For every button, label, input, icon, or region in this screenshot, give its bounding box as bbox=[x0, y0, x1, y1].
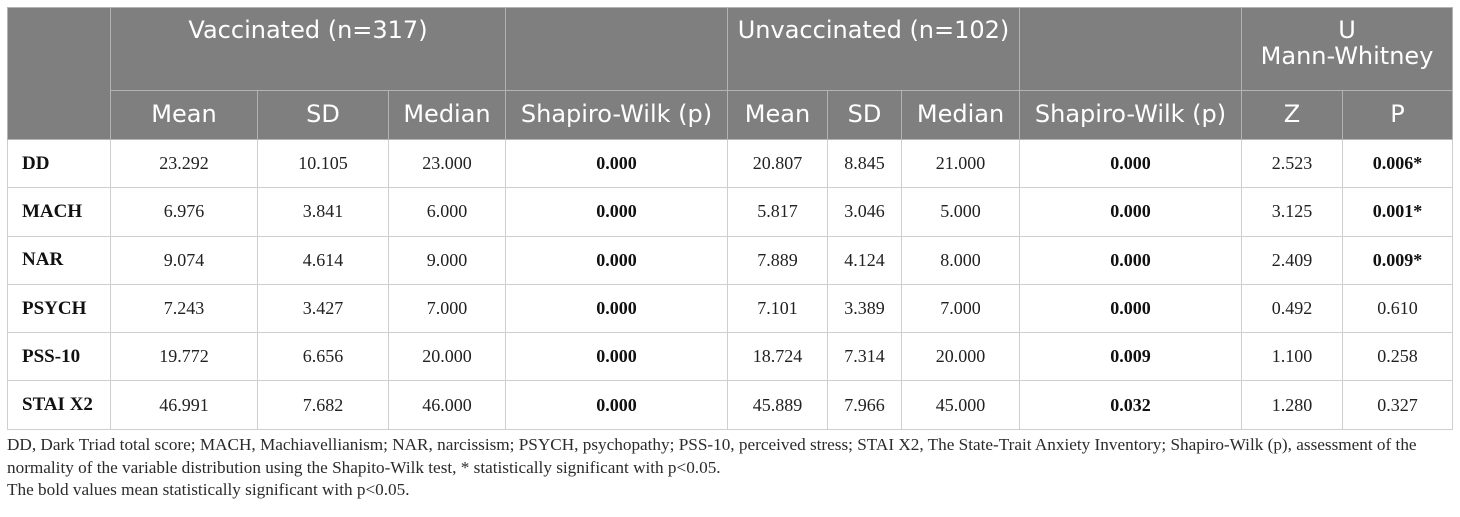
table-cell: 0.610 bbox=[1342, 283, 1454, 334]
table-cell: 8.000 bbox=[900, 235, 1021, 285]
row-label: PSYCH bbox=[7, 283, 111, 334]
group-header-row: Vaccinated (n=317) Unvaccinated (n=102) … bbox=[7, 7, 1454, 140]
table-row: PSYCH 7.243 3.427 7.000 0.000 7.101 3.38… bbox=[7, 283, 1454, 334]
mann-whitney-group-header: U Mann-Whitney bbox=[1241, 7, 1454, 91]
table-cell: 5.000 bbox=[900, 187, 1021, 237]
row-label: DD bbox=[7, 138, 111, 189]
table-cell: 0.492 bbox=[1241, 283, 1344, 334]
table-cell: 7.000 bbox=[388, 283, 506, 334]
col-header-unvax-mean: Mean bbox=[727, 90, 828, 140]
table-cell: 18.724 bbox=[727, 332, 828, 382]
mann-whitney-u-label: U bbox=[1338, 16, 1356, 44]
col-header-vax-median: Median bbox=[388, 90, 506, 140]
table-cell: 7.101 bbox=[727, 283, 828, 334]
table-cell: 0.000 bbox=[505, 380, 728, 430]
table-cell: 4.124 bbox=[827, 235, 902, 285]
table-cell: 0.000 bbox=[505, 235, 728, 285]
table-row: STAI X2 46.991 7.682 46.000 0.000 45.889… bbox=[7, 380, 1454, 430]
table-cell: 7.682 bbox=[257, 380, 389, 430]
row-label: MACH bbox=[7, 187, 111, 237]
table-cell: 7.966 bbox=[827, 380, 902, 430]
table-cell: 7.889 bbox=[727, 235, 828, 285]
table-cell: 0.006* bbox=[1342, 138, 1454, 189]
table-cell: 23.000 bbox=[388, 138, 506, 189]
row-label: PSS-10 bbox=[7, 332, 111, 382]
table-cell: 8.845 bbox=[827, 138, 902, 189]
table-cell: 23.292 bbox=[110, 138, 258, 189]
table-row: PSS-10 19.772 6.656 20.000 0.000 18.724 … bbox=[7, 332, 1454, 382]
table-cell: 0.009 bbox=[1019, 332, 1243, 382]
table-cell: 1.280 bbox=[1241, 380, 1344, 430]
table-cell: 9.074 bbox=[110, 235, 258, 285]
col-header-unvax-sd: SD bbox=[827, 90, 902, 140]
table-cell: 0.001* bbox=[1342, 187, 1454, 237]
table-cell: 0.000 bbox=[1019, 187, 1243, 237]
col-header-vax-sd: SD bbox=[257, 90, 389, 140]
table-cell: 5.817 bbox=[727, 187, 828, 237]
unvaccinated-group-header: Unvaccinated (n=102) bbox=[726, 7, 1021, 91]
table-cell: 46.991 bbox=[110, 380, 258, 430]
col-header-unvax-median: Median bbox=[900, 90, 1021, 140]
table-cell: 7.314 bbox=[827, 332, 902, 382]
table-cell: 0.000 bbox=[1019, 283, 1243, 334]
table-cell: 20.000 bbox=[900, 332, 1021, 382]
vaccinated-spacer-header bbox=[505, 7, 728, 91]
table-row: NAR 9.074 4.614 9.000 0.000 7.889 4.124 … bbox=[7, 235, 1454, 285]
table-cell: 3.427 bbox=[257, 283, 389, 334]
row-label: STAI X2 bbox=[7, 380, 111, 430]
table-cell: 0.000 bbox=[505, 332, 728, 382]
table-cell: 3.389 bbox=[827, 283, 902, 334]
table-cell: 3.841 bbox=[257, 187, 389, 237]
table-cell: 19.772 bbox=[110, 332, 258, 382]
abbreviations-note: DD, Dark Triad total score; MACH, Machia… bbox=[7, 435, 1417, 477]
table-cell: 0.327 bbox=[1342, 380, 1454, 430]
col-header-z: Z bbox=[1241, 90, 1344, 140]
mann-whitney-name-label: Mann-Whitney bbox=[1260, 41, 1434, 70]
table-cell: 6.656 bbox=[257, 332, 389, 382]
table-cell: 46.000 bbox=[388, 380, 506, 430]
table-cell: 0.000 bbox=[1019, 138, 1243, 189]
table-row: MACH 6.976 3.841 6.000 0.000 5.817 3.046… bbox=[7, 187, 1454, 237]
bold-values-note: The bold values mean statistically signi… bbox=[7, 480, 410, 499]
row-label: NAR bbox=[7, 235, 111, 285]
table-cell: 3.125 bbox=[1241, 187, 1344, 237]
column-header-row: Mean SD Median Shapiro-Wilk (p) Mean SD … bbox=[8, 90, 1454, 140]
table-cell: 20.807 bbox=[727, 138, 828, 189]
table-cell: 0.258 bbox=[1342, 332, 1454, 382]
table-cell: 0.000 bbox=[505, 283, 728, 334]
table-cell: 10.105 bbox=[257, 138, 389, 189]
results-table: Vaccinated (n=317) Unvaccinated (n=102) … bbox=[7, 7, 1454, 430]
col-header-unvax-shapiro: Shapiro-Wilk (p) bbox=[1019, 90, 1243, 140]
table-cell: 7.000 bbox=[900, 283, 1021, 334]
col-header-p: P bbox=[1342, 90, 1454, 140]
table-cell: 3.046 bbox=[827, 187, 902, 237]
unvaccinated-spacer-header bbox=[1019, 7, 1243, 91]
table-cell: 0.000 bbox=[505, 187, 728, 237]
vaccinated-group-header: Vaccinated (n=317) bbox=[110, 7, 506, 91]
table-cell: 1.100 bbox=[1241, 332, 1344, 382]
table-row: DD 23.292 10.105 23.000 0.000 20.807 8.8… bbox=[7, 138, 1454, 189]
corner-header-cell bbox=[7, 7, 111, 140]
table-cell: 6.000 bbox=[388, 187, 506, 237]
table-cell: 2.409 bbox=[1241, 235, 1344, 285]
table-cell: 7.243 bbox=[110, 283, 258, 334]
table-cell: 0.009* bbox=[1342, 235, 1454, 285]
table-cell: 0.000 bbox=[505, 138, 728, 189]
table-cell: 2.523 bbox=[1241, 138, 1344, 189]
table-cell: 45.000 bbox=[900, 380, 1021, 430]
table-cell: 21.000 bbox=[900, 138, 1021, 189]
table-cell: 0.032 bbox=[1019, 380, 1243, 430]
table-cell: 45.889 bbox=[727, 380, 828, 430]
col-header-vax-shapiro: Shapiro-Wilk (p) bbox=[505, 90, 728, 140]
table-cell: 4.614 bbox=[257, 235, 389, 285]
table-cell: 0.000 bbox=[1019, 235, 1243, 285]
col-header-vax-mean: Mean bbox=[110, 90, 258, 140]
table-cell: 20.000 bbox=[388, 332, 506, 382]
table-footnotes: DD, Dark Triad total score; MACH, Machia… bbox=[7, 434, 1455, 502]
table-cell: 6.976 bbox=[110, 187, 258, 237]
table-cell: 9.000 bbox=[388, 235, 506, 285]
